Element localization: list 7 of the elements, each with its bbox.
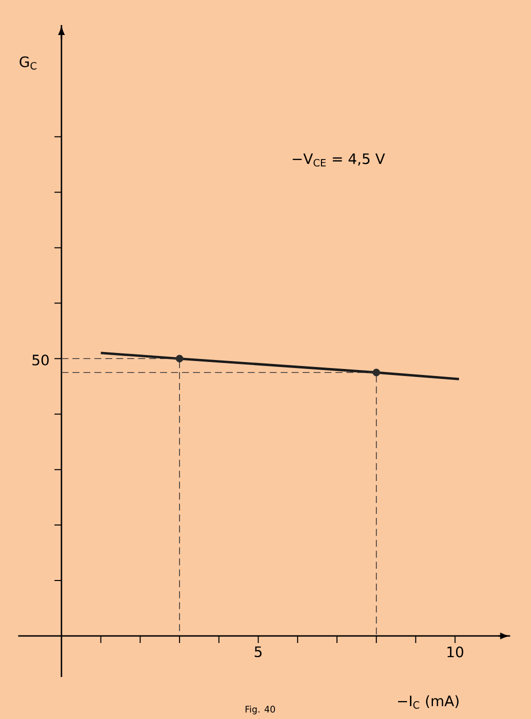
annotation: 50 xyxy=(32,354,49,366)
x-tick-label: 10 xyxy=(447,646,464,658)
caption: Fig. 40 xyxy=(246,706,275,714)
x-axis-title: −I$_{C}$ (mA) xyxy=(398,695,458,709)
x-tick-label: 5 xyxy=(254,646,262,658)
text: G$_{C}$ xyxy=(20,56,36,70)
text: −V$_{CE}$ = 4,5 V xyxy=(292,153,385,167)
